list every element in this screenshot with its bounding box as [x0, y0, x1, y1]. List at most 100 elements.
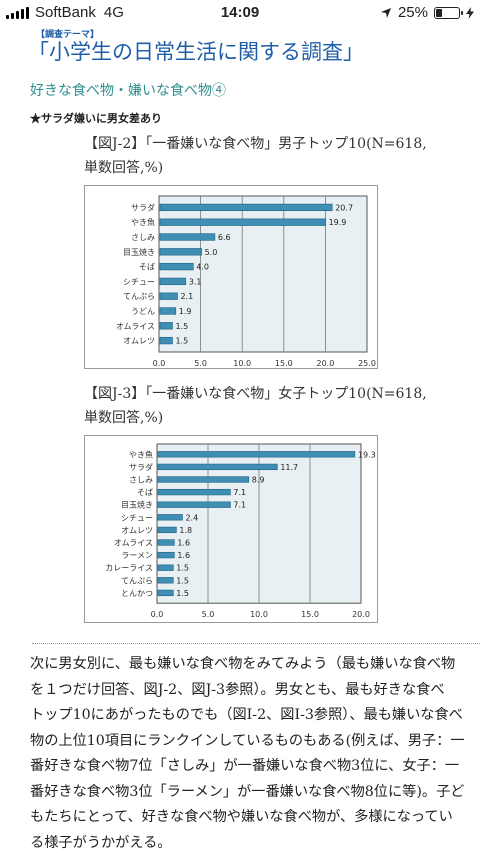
network-type: 4G — [103, 4, 124, 21]
x-tick-label: 0.0 — [151, 610, 164, 619]
figure-j3-caption-line1: 【図J-3】「一番嫌いな食べ物」女子トップ10(N=618, — [84, 386, 427, 402]
category-label: オムライス — [114, 539, 153, 548]
battery-level — [436, 8, 442, 17]
bar — [159, 203, 333, 212]
category-label: さしみ — [131, 233, 155, 242]
category-label: うどん — [131, 307, 155, 316]
bar — [159, 248, 202, 256]
bar — [157, 476, 250, 483]
bar — [159, 336, 173, 345]
body-line: を１つだけ回答、図J-2、図J-3参照）。男女とも、最も好きな食べ — [30, 681, 445, 698]
signal-icon — [6, 6, 29, 19]
figure-j2-caption-line1: 【図J-2】「一番嫌いな食べ物」男子トップ10(N=618, — [84, 136, 427, 152]
x-tick-label: 10.0 — [233, 359, 251, 368]
status-left: SoftBank 4G — [6, 4, 124, 21]
battery-percent: 25% — [397, 4, 428, 21]
survey-theme-tag: 【調査テーマ】 — [36, 30, 100, 40]
category-label: とんかつ — [121, 589, 153, 598]
bar-value-label: 19.3 — [358, 450, 376, 459]
bar — [157, 526, 177, 534]
bar — [157, 451, 356, 458]
category-label: てんぷら — [123, 292, 155, 301]
body-line: る様子がうかがえる。 — [30, 834, 172, 851]
carrier-name: SoftBank — [35, 4, 96, 21]
bar — [159, 322, 173, 330]
x-tick-label: 20.0 — [316, 359, 334, 368]
body-line: トップ10にあがったものでも（図I-2、図I-3参照）、最も嫌いな食べ — [30, 707, 463, 723]
body-line: 次に男女別に、最も嫌いな食べ物をみてみよう（最も嫌いな食べ物 — [30, 656, 456, 672]
category-label: サラダ — [131, 202, 155, 212]
bar-value-label: 1.6 — [177, 551, 190, 560]
category-label: そば — [139, 263, 155, 272]
section-subheading: ★サラダ嫌いに男女差あり — [30, 112, 162, 125]
x-tick-label: 5.0 — [202, 610, 215, 619]
bar-value-label: 1.5 — [175, 322, 188, 331]
bar-value-label: 6.6 — [218, 233, 231, 242]
x-tick-label: 0.0 — [153, 359, 166, 368]
bar — [159, 233, 216, 241]
body-line: 物の上位10項目にランクインしているものもある(例えば、男子：一 — [30, 732, 465, 749]
category-label: カレーライス — [105, 564, 153, 573]
bar-value-label: 1.5 — [176, 576, 189, 585]
x-tick-label: 25.0 — [358, 359, 376, 368]
x-tick-label: 15.0 — [275, 359, 293, 368]
bar-value-label: 8.9 — [252, 476, 265, 485]
charging-bolt-icon — [466, 6, 474, 19]
bar — [157, 589, 174, 597]
bar — [157, 514, 183, 521]
bar — [159, 292, 178, 300]
bar — [157, 463, 278, 471]
status-bar: SoftBank 4G 14:09 25% — [0, 0, 480, 26]
category-label: シチュー — [121, 513, 153, 522]
bar — [157, 577, 174, 584]
category-label: シチュー — [123, 277, 155, 286]
chart-boys-svg: 0.0 5.0 10.0 15.0 20.0 25.0 サラダ 20.7 やき魚 19.9 さしみ 6… — [116, 195, 376, 368]
status-right: 25% — [380, 4, 474, 21]
bar — [157, 539, 175, 546]
bar-value-label: 7.1 — [233, 501, 246, 510]
bar — [157, 564, 174, 571]
category-label: オムライス — [116, 322, 155, 331]
category-label: 目玉焼き — [121, 501, 153, 510]
bar-value-label: 2.4 — [185, 513, 198, 522]
chart-girls-least-liked-foods: 0.0 5.0 10.0 15.0 20.0 やき魚 19.3 サラダ 11.7 さしみ 8.9 そば… — [84, 435, 378, 623]
bar-value-label: 1.5 — [175, 337, 188, 346]
page-title: 「小学生の日常生活に関する調査」 — [28, 40, 364, 64]
bar-value-label: 2.1 — [180, 292, 193, 301]
x-tick-label: 20.0 — [352, 610, 370, 619]
category-label: サラダ — [129, 462, 153, 472]
chart-girls-svg: 0.0 5.0 10.0 15.0 20.0 やき魚 19.3 サラダ 11.7 さしみ 8.9 そば… — [105, 443, 376, 619]
bar — [157, 488, 231, 496]
figure-j3-caption-line2: 単数回答,%) — [84, 410, 164, 426]
bar — [157, 551, 175, 559]
body-line: もたちにとって、好きな食べ物や嫌いな食べ物が、多様になってい — [30, 809, 453, 825]
bar-value-label: 19.9 — [329, 218, 347, 227]
x-tick-label: 15.0 — [301, 610, 319, 619]
category-label: さしみ — [129, 476, 153, 485]
figure-j2-caption-line2: 単数回答,%) — [84, 160, 164, 176]
x-tick-label: 5.0 — [194, 359, 207, 368]
x-tick-label: 10.0 — [250, 610, 268, 619]
bar — [157, 501, 231, 508]
bar-value-label: 1.6 — [177, 539, 190, 548]
bar — [159, 218, 326, 226]
category-label: 目玉焼き — [123, 248, 155, 257]
article-body: 次に男女別に、最も嫌いな食べ物をみてみよう（最も嫌いな食べ物 を１つだけ回答、図… — [30, 652, 480, 853]
bar-value-label: 1.8 — [179, 526, 192, 535]
location-arrow-icon — [380, 7, 391, 18]
bar-value-label: 11.7 — [280, 463, 298, 472]
bar-value-label: 1.5 — [176, 564, 189, 573]
figure-j2-caption: 【図J-2】「一番嫌いな食べ物」男子トップ10(N=618, 単数回答,%) — [84, 132, 427, 180]
bar-value-label: 1.9 — [179, 307, 192, 316]
chart-boys-least-liked-foods: 0.0 5.0 10.0 15.0 20.0 25.0 サラダ 20.7 やき魚 19.9 さしみ 6… — [84, 185, 378, 369]
body-line: 番好きな食べ物3位「ラーメン」が一番嫌いな食べ物8位に等)。子ど — [30, 783, 465, 800]
bar-value-label: 5.0 — [205, 248, 218, 257]
bar — [159, 262, 194, 271]
clock: 14:09 — [220, 4, 260, 21]
category-label: てんぷら — [121, 576, 153, 585]
section-divider — [32, 643, 480, 644]
bar-value-label: 1.5 — [176, 589, 189, 598]
bar-value-label: 4.0 — [196, 263, 209, 272]
category-label: やき魚 — [129, 449, 153, 459]
category-label: ラーメン — [121, 551, 153, 560]
